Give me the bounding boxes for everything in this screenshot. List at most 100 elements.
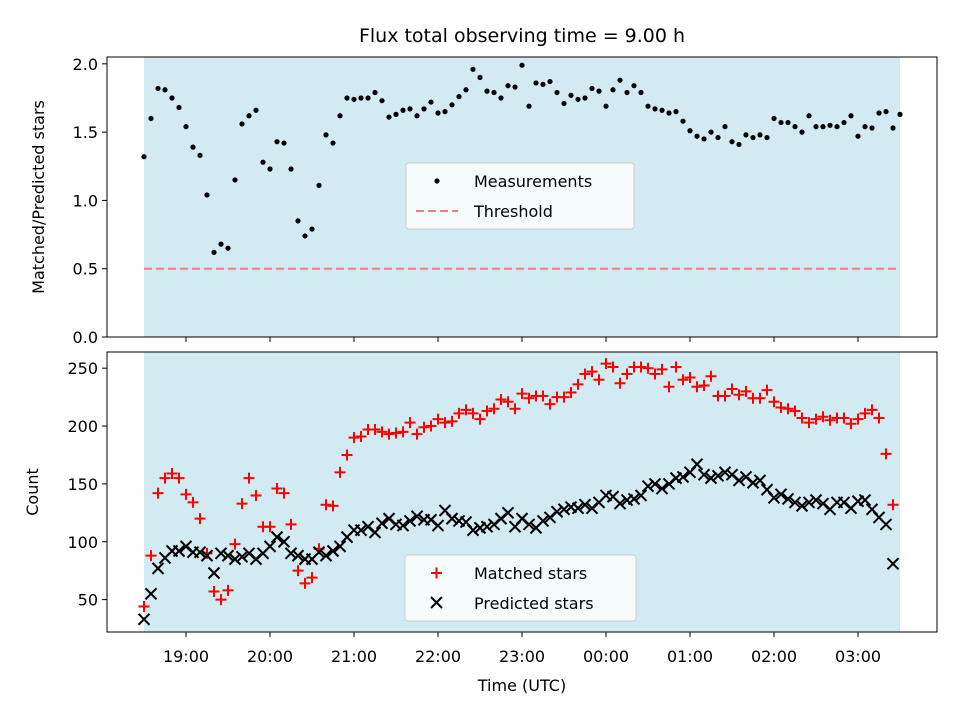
measurement-point xyxy=(575,96,581,102)
matched-star-point xyxy=(236,498,248,510)
matched-star-point xyxy=(649,368,661,380)
matched-star-point xyxy=(684,371,696,383)
matched-star-point xyxy=(138,601,150,613)
measurement-point xyxy=(827,122,833,128)
measurement-point xyxy=(232,177,238,183)
measurement-point xyxy=(512,84,518,90)
measurement-point xyxy=(253,107,259,113)
matched-star-point xyxy=(719,390,731,402)
measurement-point xyxy=(162,87,168,93)
matched-star-point xyxy=(586,366,598,378)
measurement-point xyxy=(344,95,350,101)
matched-star-point xyxy=(516,388,528,400)
y-tick-label: 0.5 xyxy=(73,260,98,279)
matched-star-point xyxy=(663,381,675,393)
predicted-star-point xyxy=(774,488,788,501)
measurement-point xyxy=(778,119,784,126)
measurement-point xyxy=(603,103,609,109)
matched-star-point xyxy=(439,417,451,429)
predicted-star-point xyxy=(613,497,627,510)
measurement-point xyxy=(652,106,658,112)
measurement-point xyxy=(848,113,854,119)
measurement-point xyxy=(246,113,252,119)
predicted-star-point xyxy=(886,557,900,570)
matched-star-point xyxy=(824,414,836,426)
measurement-point xyxy=(624,89,630,96)
matched-star-point xyxy=(299,577,311,589)
x-tick-label: 23:00 xyxy=(499,647,545,666)
measurement-point xyxy=(309,226,315,232)
predicted-star-point xyxy=(753,474,767,487)
y-tick-label: 1.5 xyxy=(73,123,98,142)
predicted-star-point xyxy=(879,518,893,531)
measurement-point xyxy=(729,139,735,145)
legend-predicted-marker xyxy=(430,596,443,609)
matched-star-point xyxy=(593,374,605,386)
matched-star-point xyxy=(733,389,745,401)
measurement-point xyxy=(239,121,245,127)
measurement-point xyxy=(883,109,889,115)
predicted-star-point xyxy=(235,550,249,564)
matched-star-point xyxy=(726,383,738,395)
matched-star-point xyxy=(243,472,255,484)
matched-star-point xyxy=(334,466,346,478)
measurement-point xyxy=(855,133,861,139)
matched-star-point xyxy=(509,403,521,415)
predicted-star-point xyxy=(144,587,158,601)
x-tick-label: 02:00 xyxy=(751,647,797,666)
matched-star-point xyxy=(327,500,339,512)
matched-star-point xyxy=(810,413,822,425)
measurement-point xyxy=(442,109,448,115)
matched-star-point xyxy=(411,428,423,440)
measurement-point xyxy=(351,96,357,102)
measurement-point xyxy=(379,98,385,104)
measurement-point xyxy=(666,110,672,116)
predicted-stars-points xyxy=(137,458,900,626)
measurement-point xyxy=(659,107,665,113)
measurement-point xyxy=(617,77,623,83)
measurement-point xyxy=(876,110,882,116)
matched-star-point xyxy=(446,415,458,427)
count-legend-box xyxy=(404,554,637,622)
measurement-point xyxy=(743,132,749,138)
predicted-star-point xyxy=(480,520,494,533)
measurement-point xyxy=(554,89,560,96)
measurement-point xyxy=(435,110,441,116)
measurement-point xyxy=(897,111,903,117)
measurement-point xyxy=(680,118,686,124)
matched-star-point xyxy=(264,521,276,533)
measurement-point xyxy=(337,113,343,119)
measurement-point xyxy=(785,119,791,126)
legend-measurements-label: Measurements xyxy=(474,172,592,191)
matched-star-point xyxy=(481,405,493,417)
matched-star-point xyxy=(215,594,227,606)
measurement-point xyxy=(498,95,504,101)
measurement-point xyxy=(267,166,273,172)
matched-star-point xyxy=(607,361,619,373)
predicted-star-point xyxy=(403,514,417,528)
matched-star-point xyxy=(887,499,899,511)
measurement-point xyxy=(281,140,287,146)
measurement-point xyxy=(645,103,651,109)
time-x-axis-label: Time (UTC) xyxy=(477,676,566,695)
matched-star-point xyxy=(768,396,780,408)
matched-star-point xyxy=(180,488,192,500)
predicted-star-point xyxy=(445,512,459,525)
matched-star-point xyxy=(250,489,262,501)
measurement-point xyxy=(813,124,819,130)
legend-threshold-label: Threshold xyxy=(473,202,553,221)
matched-star-point xyxy=(453,407,465,419)
measurement-point xyxy=(477,74,483,81)
matched-star-point xyxy=(432,413,444,425)
predicted-star-point xyxy=(767,491,781,504)
predicted-star-point xyxy=(291,549,305,562)
predicted-star-point xyxy=(375,517,389,530)
matched-star-point xyxy=(159,472,171,484)
matched-star-point xyxy=(306,572,318,584)
matched-star-point xyxy=(796,412,808,424)
matched-star-point xyxy=(691,381,703,393)
measurement-point xyxy=(302,233,308,239)
legend-predicted-label: Predicted stars xyxy=(474,594,594,613)
measurement-point xyxy=(596,88,602,94)
measurement-point xyxy=(491,89,497,96)
